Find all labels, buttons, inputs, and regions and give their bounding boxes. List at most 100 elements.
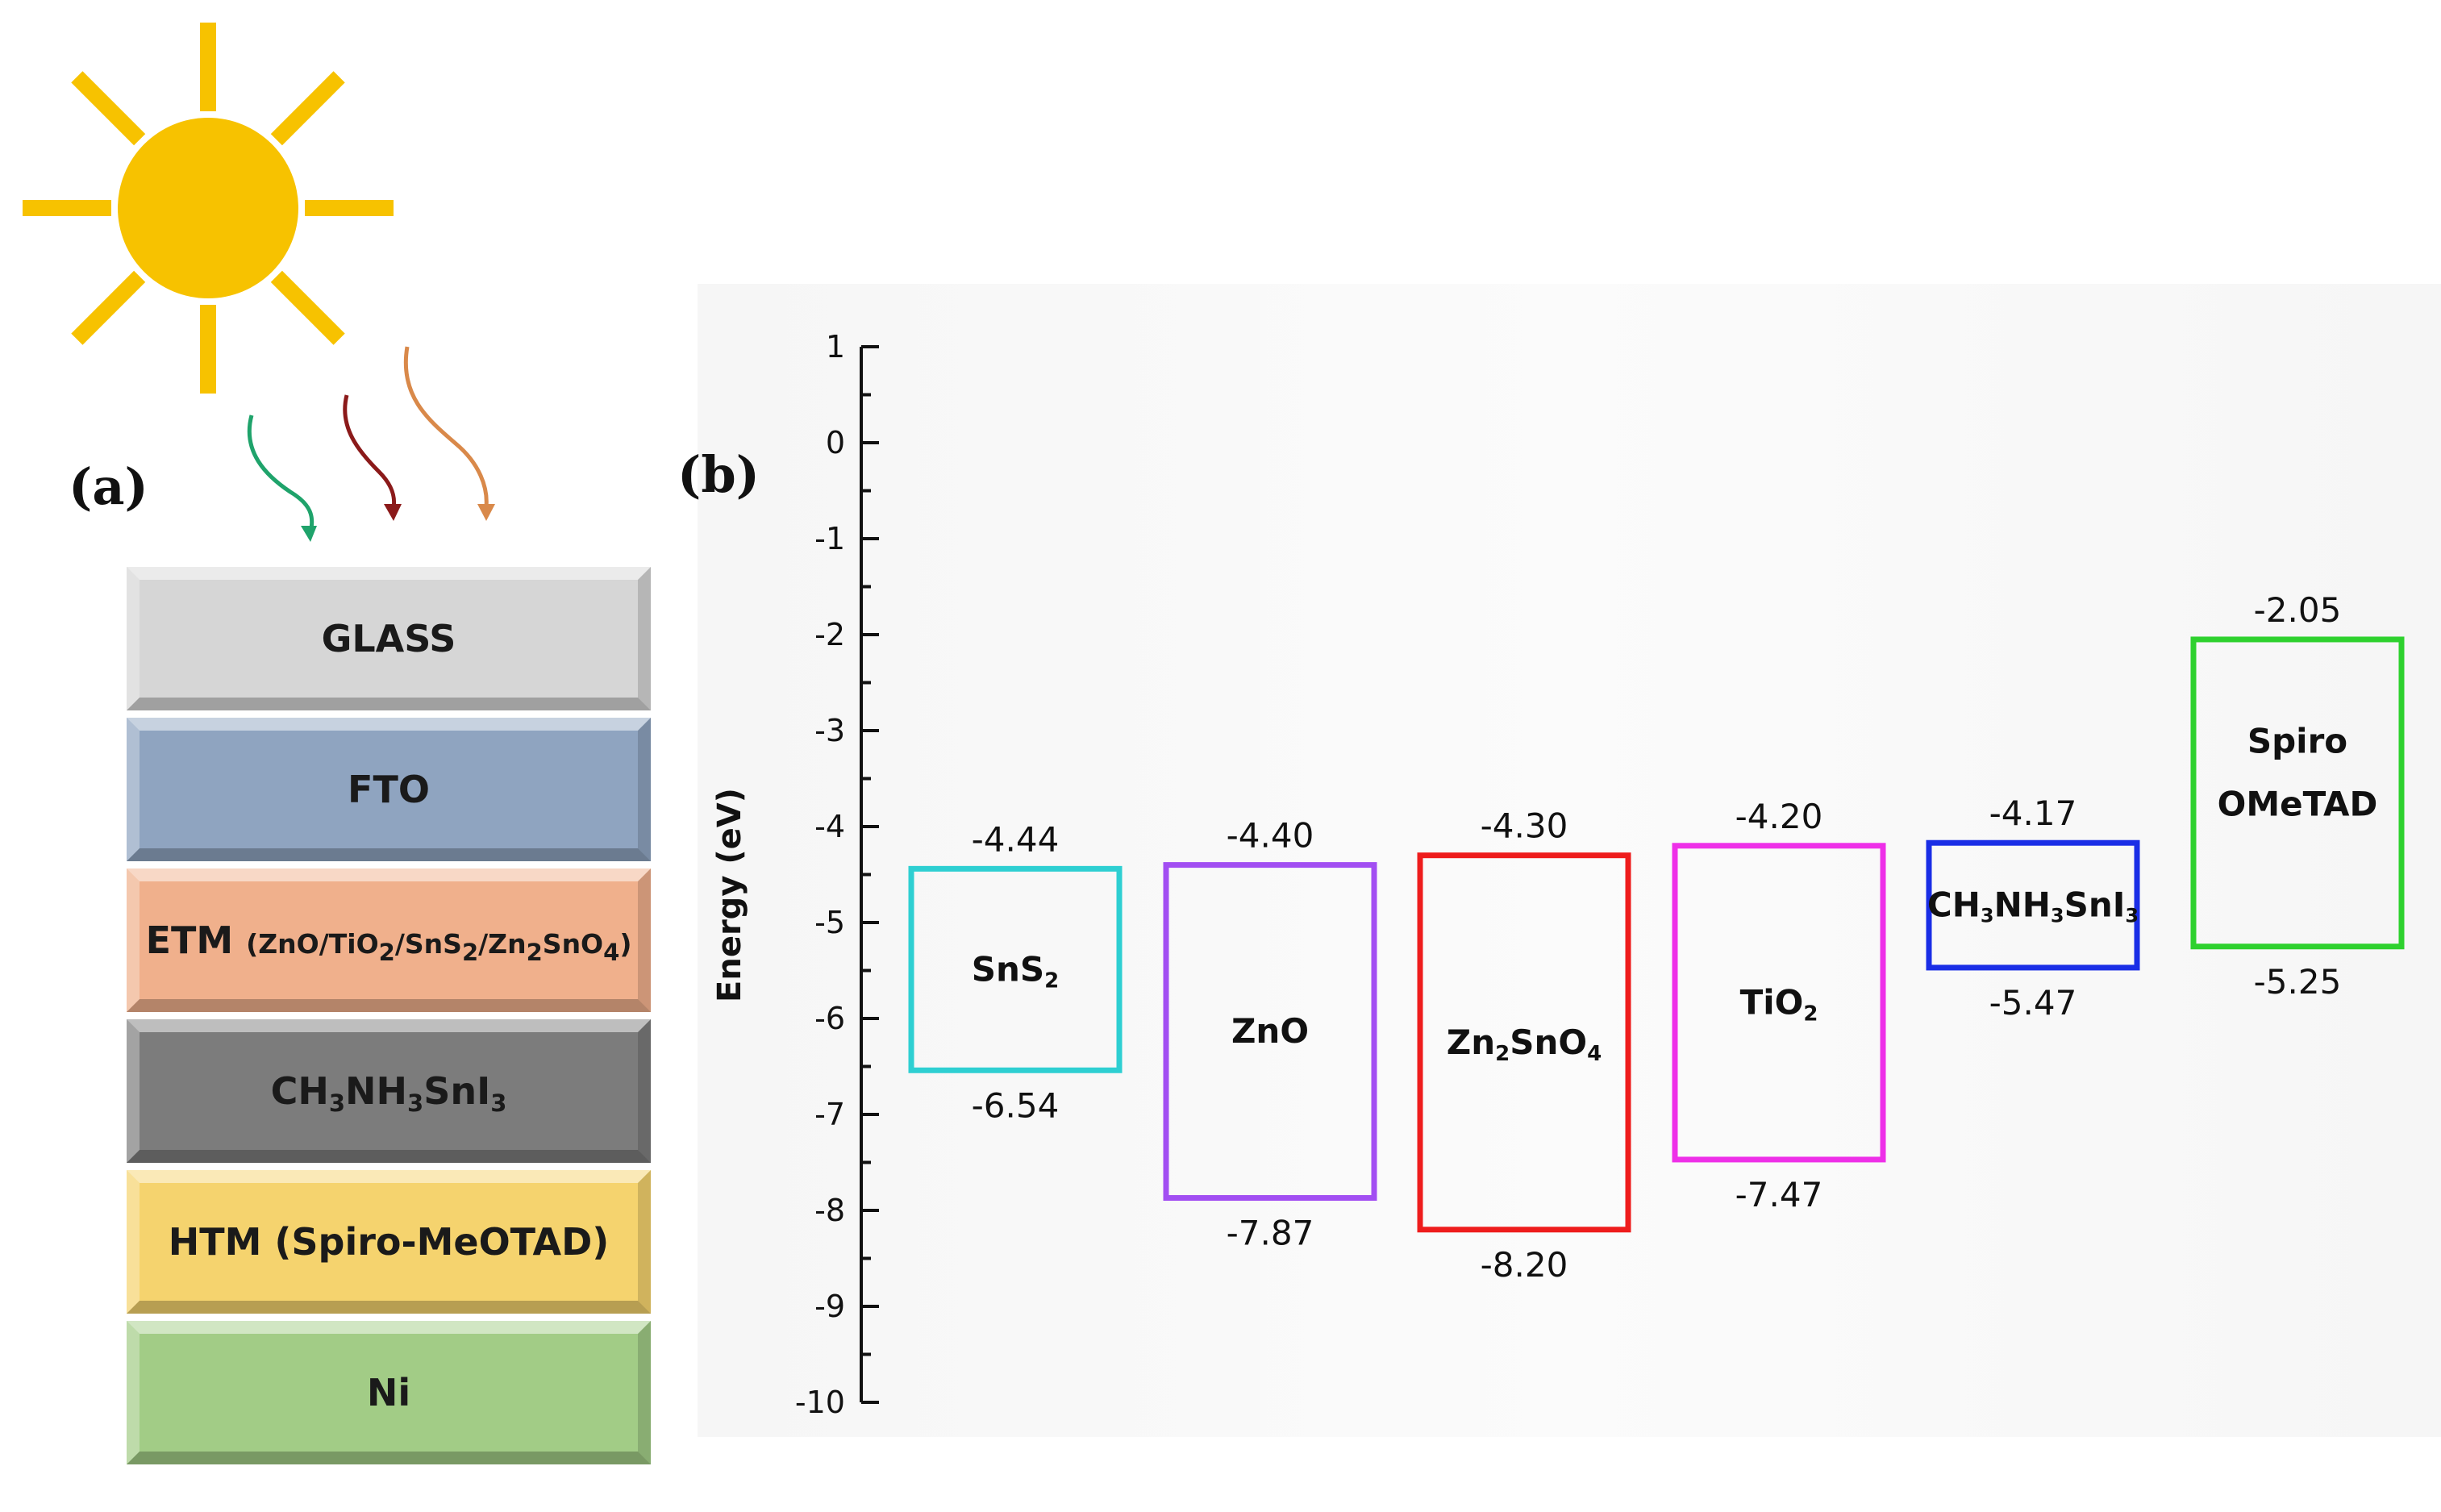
layer-bevel-right xyxy=(638,1019,651,1163)
material-label: OMeTAD xyxy=(2218,784,2378,823)
y-tick-label: -6 xyxy=(814,1001,845,1036)
text-part: 4 xyxy=(1587,1042,1602,1066)
band-box xyxy=(2190,636,2405,950)
top-energy-label: -4.40 xyxy=(1227,816,1314,856)
y-tick-label: 1 xyxy=(826,329,845,364)
bottom-energy-label: -8.20 xyxy=(1481,1245,1568,1285)
layer-bevel-bottom xyxy=(127,1301,651,1314)
layer-label: CH3NH3SnI3 xyxy=(271,1069,507,1117)
y-tick-label: -4 xyxy=(814,809,845,844)
layer-bevel-right xyxy=(638,1321,651,1464)
layer-label: ETM (ZnO/TiO2/SnS2/Zn2SnO4) xyxy=(146,918,632,966)
material-label: CH3NH3SnI3 xyxy=(1927,885,2139,927)
text-part: NH xyxy=(345,1069,407,1113)
layer-bevel-right xyxy=(638,567,651,710)
material-label: TiO2 xyxy=(1740,982,1818,1026)
light-ray-green xyxy=(247,414,314,533)
arrowhead-red xyxy=(384,504,402,521)
band-box xyxy=(1163,862,1377,1202)
layer-label: GLASS xyxy=(322,617,456,660)
layer-bevel-left xyxy=(127,1019,140,1163)
text-part: 3 xyxy=(407,1089,423,1117)
layer-label: FTO xyxy=(348,768,430,811)
y-tick-label: -3 xyxy=(814,713,845,748)
sun-ray xyxy=(71,270,146,345)
top-energy-label: -4.20 xyxy=(1735,797,1823,836)
band-box xyxy=(1672,843,1886,1163)
text-part: Zn xyxy=(1447,1023,1495,1062)
band-box xyxy=(908,865,1123,1073)
band-1: -4.40 -7.87 ZnO xyxy=(1163,816,1377,1253)
material-label: ZnO xyxy=(1231,1011,1309,1051)
layer-bevel-left xyxy=(127,567,140,710)
layer-fill xyxy=(127,868,651,1012)
layer: CH3NH3SnI3 xyxy=(127,1019,651,1163)
text-part: NH xyxy=(1994,885,2051,925)
bottom-energy-label: -5.47 xyxy=(1989,983,2077,1023)
layer-fill xyxy=(127,1170,651,1314)
layer: Ni xyxy=(127,1321,651,1464)
layer-bevel-top xyxy=(127,1321,651,1334)
text-part: SnI xyxy=(423,1069,490,1113)
sun-core xyxy=(118,118,298,298)
text-part: 2 xyxy=(462,939,478,966)
text-part: SnS xyxy=(972,949,1044,989)
panel-a-label: (a) xyxy=(69,457,148,516)
layer-fill xyxy=(127,567,651,710)
top-energy-label: -2.05 xyxy=(2254,590,2342,630)
layer: GLASS xyxy=(127,567,651,710)
layer-label: HTM (Spiro-MeOTAD) xyxy=(169,1220,610,1264)
top-energy-label: -4.17 xyxy=(1989,793,2077,833)
band-4: -4.17 -5.47 CH3NH3SnI3 xyxy=(1926,793,2140,1023)
layer-bevel-bottom xyxy=(127,999,651,1012)
text-part: HTM (Spiro-MeOTAD) xyxy=(169,1220,610,1264)
text-part: /Zn xyxy=(478,928,526,960)
top-energy-label: -4.44 xyxy=(972,819,1060,859)
top-energy-label: -4.30 xyxy=(1481,806,1568,846)
layer-label: Ni xyxy=(367,1371,410,1414)
text-part: 4 xyxy=(603,939,619,966)
y-tick-label: -7 xyxy=(814,1097,845,1132)
sun-ray xyxy=(71,71,146,146)
layer-bevel-right xyxy=(638,718,651,861)
band-5: -2.05 -5.25 Spiro OMeTAD xyxy=(2190,590,2405,1002)
text-part: 3 xyxy=(2051,905,2064,927)
text-part: SnO xyxy=(1510,1023,1587,1062)
layer-bevel-bottom xyxy=(127,1452,651,1464)
layer-fill xyxy=(127,718,651,861)
y-tick-label: -8 xyxy=(814,1193,845,1228)
layer-bevel-top xyxy=(127,718,651,731)
band-0: -4.44 -6.54 SnS2 xyxy=(908,819,1123,1125)
text-part: 3 xyxy=(329,1089,345,1117)
text-part: 3 xyxy=(1981,905,1994,927)
arrowhead-orange xyxy=(477,504,495,521)
text-part: TiO xyxy=(1740,982,1804,1022)
material-label: Spiro xyxy=(2247,721,2347,760)
layer-fill xyxy=(127,1321,651,1464)
text-part: SnO xyxy=(543,928,603,960)
layer-bevel-left xyxy=(127,1321,140,1464)
y-tick-label: 0 xyxy=(826,425,845,460)
text-part: 2 xyxy=(379,939,395,966)
layer-bevel-top xyxy=(127,1170,651,1183)
bottom-energy-label: -6.54 xyxy=(972,1085,1060,1125)
layer-bevel-right xyxy=(638,868,651,1012)
text-part: 2 xyxy=(1044,968,1059,993)
text-part: Ni xyxy=(367,1371,410,1414)
y-tick-label: -1 xyxy=(814,521,845,556)
text-part: 2 xyxy=(527,939,543,966)
text-part: /SnS xyxy=(395,928,462,960)
text-part: FTO xyxy=(348,768,430,811)
layer: HTM (Spiro-MeOTAD) xyxy=(127,1170,651,1314)
y-axis-label: Energy (eV) xyxy=(711,788,748,1002)
y-tick-label: -9 xyxy=(814,1289,845,1324)
light-rays xyxy=(247,346,495,542)
sun-ray xyxy=(270,270,345,345)
band-box xyxy=(1926,839,2140,971)
layer: FTO xyxy=(127,718,651,861)
sun-ray xyxy=(270,71,345,146)
band-3: -4.20 -7.47 TiO2 xyxy=(1672,797,1886,1214)
y-axis: 1 0 -1 -2 -3 -4 -5 -6 -7 -8 -9 -10 xyxy=(795,329,879,1420)
